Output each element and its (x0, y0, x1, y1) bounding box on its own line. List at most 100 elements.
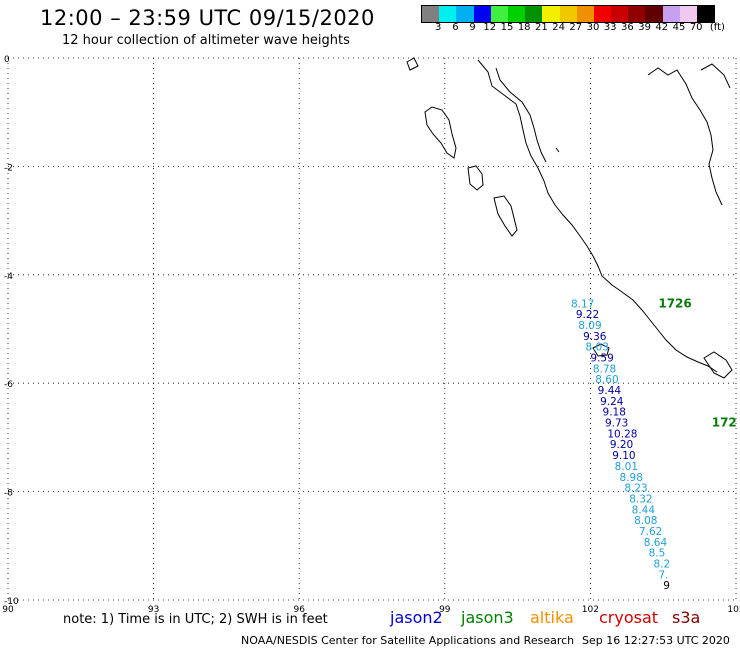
legend-swatch (507, 6, 526, 22)
x-tick-label: 90 (2, 605, 14, 615)
y-tick-label: 0 (4, 55, 10, 65)
wave-height-value: 8.60 (595, 374, 618, 386)
wave-height-value: 8.03 (586, 342, 609, 354)
color-scale-labels: 3 6 9 12 15 18 21 24 27 30 33 36 39 42 45 70 (ft) (421, 22, 740, 34)
legend-swatch (679, 6, 697, 22)
wave-height-value: 8.32 (629, 493, 652, 505)
wave-height-value: 10.28 (607, 428, 637, 440)
credit-line: NOAA/NESDIS Center for Satellite Applica… (241, 634, 575, 647)
wave-height-value: 9.36 (583, 331, 607, 343)
island-2 (467, 165, 484, 191)
legend-swatch (611, 6, 629, 22)
coastline-northeast-2 (700, 63, 731, 89)
wave-height-value: 8.01 (615, 461, 638, 473)
pass-time-label: 1726 (658, 296, 691, 310)
legend-label: 45 (672, 22, 686, 33)
legend-swatch (697, 6, 715, 22)
x-tick-label: 105 (727, 605, 740, 615)
x-tick-label: 99 (439, 605, 451, 615)
legend-label: 30 (586, 22, 600, 33)
legend-swatch (456, 6, 474, 22)
y-tick-label: -10 (4, 597, 19, 607)
wave-height-value: 9.22 (576, 309, 599, 321)
wave-height-value: 9.10 (612, 450, 635, 462)
x-tick-label: 93 (148, 605, 159, 615)
legend-label: 33 (603, 22, 617, 33)
legend-label: 9 (469, 22, 476, 33)
color-scale-legend (421, 5, 716, 23)
y-tick-label: -2 (4, 163, 13, 173)
wave-height-value: 8.64 (644, 537, 668, 549)
wave-height-value: 9.18 (603, 407, 626, 419)
satellite-label-s3a: s3a (672, 608, 701, 627)
satellite-label-cryosat: cryosat (599, 608, 659, 627)
satellite-label-jason2: jason2 (390, 608, 443, 627)
satellite-label-jason3: jason3 (461, 608, 514, 627)
wave-height-value: 8.5 (649, 548, 666, 560)
map-grid (7, 57, 737, 601)
legend-swatch (662, 6, 680, 22)
islet-1 (406, 57, 419, 71)
coastline (406, 57, 733, 379)
legend-swatch (628, 6, 646, 22)
legend-label: 6 (452, 22, 459, 33)
legend-swatch (422, 6, 440, 22)
wave-height-value: 8.17 (571, 298, 594, 310)
generation-timestamp: Sep 16 12:27:53 UTC 2020 (582, 634, 730, 647)
legend-swatch (525, 6, 543, 22)
wave-height-value: 8.78 (593, 363, 616, 375)
wave-height-value: 9.73 (605, 418, 628, 430)
wave-height-value: 8.08 (634, 515, 657, 527)
legend-label: 24 (552, 22, 565, 33)
map-title: 12:00 – 23:59 UTC 09/15/2020 (40, 6, 375, 30)
island-4 (592, 343, 610, 357)
wave-height-value: 9.20 (610, 439, 633, 451)
legend-label: 70 (689, 22, 703, 33)
wave-height-value: 8.44 (632, 504, 656, 516)
wave-height-value: 9.59 (590, 353, 613, 365)
legend-label: 3 (435, 22, 442, 33)
x-tick-label: 96 (293, 605, 305, 615)
legend-label: 42 (655, 22, 669, 33)
y-tick-label: -6 (4, 380, 13, 390)
coastline-gulf (495, 67, 547, 163)
axis-ticks: 90 93 96 99 102 105 0 -2 -4 -6 -8 -10 (2, 55, 740, 615)
legend-label: (ft) (709, 22, 725, 33)
legend-label: 21 (535, 22, 548, 33)
coastline-mainland (477, 59, 718, 373)
legend-swatch (490, 6, 508, 22)
island-3 (493, 195, 518, 237)
y-tick-label: -4 (4, 272, 13, 282)
legend-swatch (645, 6, 663, 22)
legend-swatch (559, 6, 577, 22)
wave-height-value: 7.62 (639, 526, 662, 538)
pass-time-label: 172 (712, 416, 737, 430)
wave-observations: 8.179.228.099.368.039.598.788.609.449.24… (571, 298, 670, 592)
islet-2 (555, 147, 560, 153)
satellite-label-altika: altika (530, 608, 574, 627)
wave-height-value: 8.09 (578, 320, 601, 332)
legend-label: 12 (483, 22, 497, 33)
pass-time-labels: 1726 172 (658, 296, 736, 429)
legend-swatch (576, 6, 594, 22)
legend-swatch (439, 6, 457, 22)
coastline-northeast (647, 67, 723, 206)
island-1 (424, 106, 457, 159)
wave-height-value: 8.98 (620, 472, 643, 484)
wave-height-value: 8.23 (624, 483, 647, 495)
island-5 (703, 351, 733, 379)
wave-height-value: 9 (663, 580, 670, 592)
legend-label: 15 (500, 22, 514, 33)
legend-swatch (542, 6, 560, 22)
legend-label: 36 (621, 22, 634, 33)
legend-label: 39 (638, 22, 651, 33)
x-tick-label: 102 (582, 605, 599, 615)
footer-note: note: 1) Time is in UTC; 2) SWH is in fe… (63, 612, 328, 627)
legend-label: 18 (517, 22, 531, 33)
legend-label: 27 (569, 22, 583, 33)
legend-swatch (473, 6, 491, 22)
y-tick-label: -8 (4, 489, 13, 499)
wave-height-value: 8.2 (653, 558, 670, 570)
wave-height-value: 9.24 (600, 396, 624, 408)
